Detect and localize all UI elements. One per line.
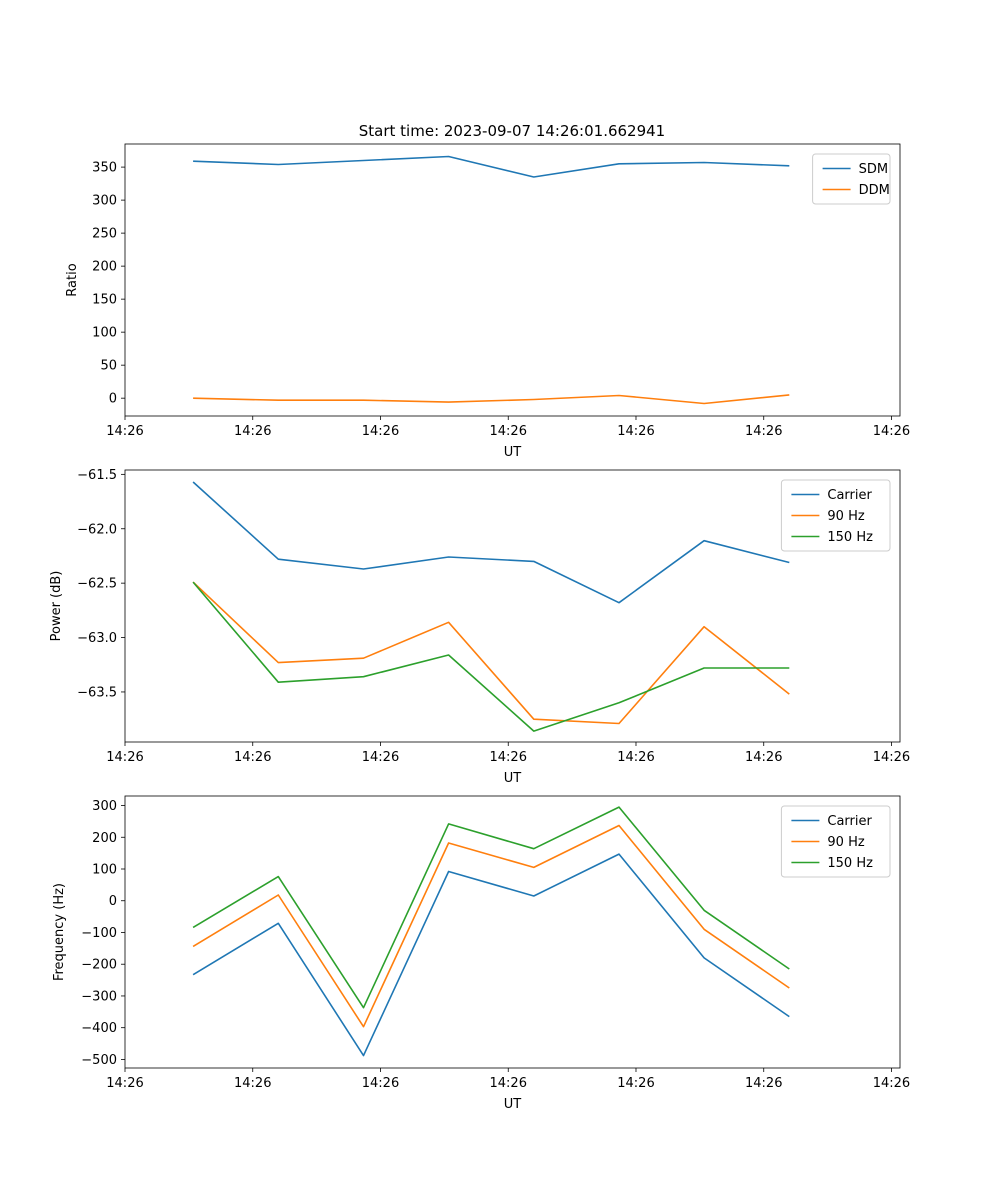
series-line-sdm: [193, 155, 790, 178]
y-tick-label: −200: [81, 958, 117, 973]
x-axis-label: UT: [504, 771, 522, 786]
y-tick-label: 100: [92, 326, 117, 341]
legend: Carrier 90 Hz 150 Hz: [780, 805, 891, 878]
x-tick-label: 14:26: [617, 424, 654, 439]
y-tick-label: 150: [92, 293, 117, 308]
x-tick-label: 14:26: [362, 424, 399, 439]
y-tick-label: 0: [109, 894, 117, 909]
x-tick-label: 14:26: [873, 1076, 910, 1091]
x-tick-label: 14:26: [106, 750, 143, 765]
x-axis-label: UT: [504, 1097, 522, 1112]
legend-label: SDM: [859, 162, 888, 177]
y-tick-label: 300: [92, 194, 117, 209]
legend-label: 150 Hz: [827, 856, 873, 871]
y-tick-label: −63.5: [77, 685, 117, 700]
y-tick-label: −300: [81, 989, 117, 1004]
x-tick-label: 14:26: [745, 750, 782, 765]
series-line-carrier: [192, 853, 790, 1057]
x-tick-label: 14:26: [106, 1076, 143, 1091]
legend-label: DDM: [859, 183, 890, 198]
y-tick-label: −400: [81, 1021, 117, 1036]
subplot-2: 14:26 14:26 14:26 14:26 14:26 14:26 14:26 −63.5…: [49, 468, 910, 786]
y-tick-label: 200: [92, 260, 117, 275]
subplot-1: 14:26 14:26 14:26 14:26 14:26 14:26 14:26 0 50 10…: [65, 143, 910, 460]
y-axis-label: Power (dB): [49, 571, 64, 642]
legend-label: Carrier: [827, 814, 872, 829]
y-tick-label: 0: [109, 392, 117, 407]
y-tick-label: −100: [81, 926, 117, 941]
series-line-150-hz: [192, 806, 790, 1009]
legend-box: [812, 153, 891, 205]
legend-box: [780, 805, 891, 878]
legend-label: 90 Hz: [827, 835, 864, 850]
legend-label: 150 Hz: [827, 530, 873, 545]
series-line-150-hz: [192, 581, 790, 732]
x-tick-label: 14:26: [745, 424, 782, 439]
axes-frame: [124, 795, 901, 1069]
x-tick-label: 14:26: [490, 1076, 527, 1091]
y-tick-label: −63.0: [77, 631, 117, 646]
y-tick-label: 50: [100, 359, 117, 374]
x-tick-label: 14:26: [106, 424, 143, 439]
x-tick-label: 14:26: [745, 1076, 782, 1091]
figure-title: Start time: 2023-09-07 14:26:01.662941: [359, 122, 665, 140]
x-tick-label: 14:26: [873, 424, 910, 439]
y-tick-label: 200: [92, 831, 117, 846]
x-tick-label: 14:26: [362, 1076, 399, 1091]
y-tick-label: −62.5: [77, 577, 117, 592]
legend: Carrier 90 Hz 150 Hz: [780, 479, 891, 552]
x-tick-label: 14:26: [234, 750, 271, 765]
x-axis-label: UT: [504, 445, 522, 460]
series-line-90-hz: [192, 824, 790, 1028]
x-tick-label: 14:26: [873, 750, 910, 765]
y-axis-label: Ratio: [65, 263, 80, 296]
x-tick-label: 14:26: [234, 1076, 271, 1091]
series-line-carrier: [192, 481, 790, 604]
axes-frame: [124, 469, 901, 743]
x-tick-label: 14:26: [490, 750, 527, 765]
x-tick-label: 14:26: [617, 750, 654, 765]
y-tick-label: −62.0: [77, 522, 117, 537]
y-tick-label: 350: [92, 161, 117, 176]
x-tick-label: 14:26: [362, 750, 399, 765]
x-tick-label: 14:26: [617, 1076, 654, 1091]
y-tick-label: −61.5: [77, 468, 117, 483]
y-tick-label: 300: [92, 799, 117, 814]
y-tick-label: 100: [92, 862, 117, 877]
axes-frame: [124, 143, 901, 417]
y-axis-label: Frequency (Hz): [52, 883, 67, 981]
series-line-ddm: [193, 394, 790, 405]
series-line-90-hz: [192, 581, 790, 725]
y-tick-label: −500: [81, 1053, 117, 1068]
legend: SDM DDM: [812, 153, 891, 205]
legend-label: Carrier: [827, 488, 872, 503]
subplots: 14:26 14:26 14:26 14:26 14:26 14:26 14:26 0 50 10…: [49, 143, 910, 1112]
x-tick-label: 14:26: [490, 424, 527, 439]
x-tick-label: 14:26: [234, 424, 271, 439]
legend-box: [780, 479, 891, 552]
subplot-3: 14:26 14:26 14:26 14:26 14:26 14:26 14:26 −500 −…: [52, 795, 910, 1112]
legend-label: 90 Hz: [827, 509, 864, 524]
y-tick-label: 250: [92, 227, 117, 242]
